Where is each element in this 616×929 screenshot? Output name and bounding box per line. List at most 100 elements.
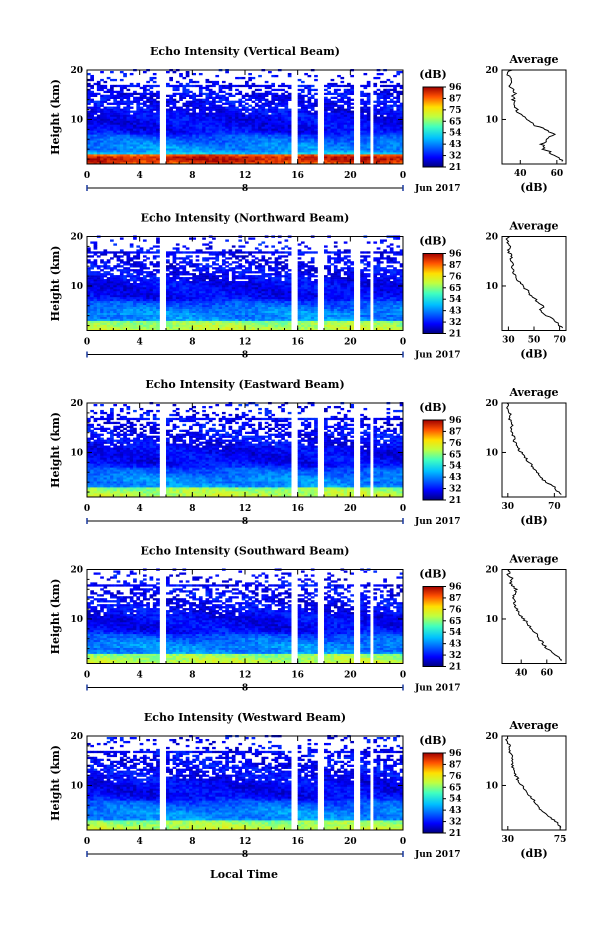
heatmap-cell <box>324 114 328 117</box>
heatmap-cell <box>189 102 193 105</box>
heatmap-cell <box>221 281 226 284</box>
heatmap-cell <box>238 251 243 254</box>
heatmap-cell <box>393 84 397 88</box>
heatmap-cell <box>277 104 282 107</box>
heatmap-cell <box>129 156 134 159</box>
heatmap-cell <box>258 150 262 153</box>
heatmap-cell <box>182 318 187 321</box>
heatmap-cell <box>136 102 141 105</box>
heatmap-cell <box>218 284 223 288</box>
heatmap-cell <box>142 316 147 319</box>
heatmap-cell <box>212 144 216 147</box>
heatmap-cell <box>274 108 279 111</box>
heatmap-cell <box>119 118 124 121</box>
heatmap-cell <box>340 138 345 141</box>
heatmap-cell <box>238 144 243 147</box>
heatmap-cell <box>271 144 276 147</box>
heatmap-cell <box>284 110 289 113</box>
heatmap-cell <box>347 114 351 117</box>
heatmap-cell <box>376 130 381 133</box>
heatmap-cell <box>90 74 94 78</box>
heatmap-cell <box>215 120 220 123</box>
heatmap-cell <box>166 156 170 159</box>
heatmap-cell <box>366 144 371 147</box>
heatmap-cell <box>221 116 226 119</box>
heatmap-cell <box>149 76 154 80</box>
heatmap-cell <box>113 318 118 321</box>
heatmap-cell <box>208 241 213 244</box>
heatmap-cell <box>205 136 210 139</box>
heatmap-cell <box>195 106 200 109</box>
heatmap-cell <box>343 154 348 157</box>
heatmap-cell <box>399 144 404 147</box>
heatmap-cell <box>103 281 108 284</box>
heatmap-cell <box>366 150 371 153</box>
heatmap-cell <box>129 72 134 76</box>
heatmap-cell <box>208 324 213 327</box>
heatmap-cell <box>258 154 262 157</box>
heatmap-cell <box>340 128 345 131</box>
heatmap-cell <box>215 251 220 254</box>
heatmap-cell <box>195 126 200 129</box>
heatmap-cell <box>399 124 404 127</box>
heatmap-cell <box>235 312 239 315</box>
heatmap-cell <box>93 100 98 103</box>
heatmap-cell <box>297 112 302 115</box>
heatmap-cell <box>142 124 147 127</box>
heatmap-cell <box>231 302 236 306</box>
heatmap-cell <box>119 308 124 312</box>
heatmap-cell <box>179 142 183 145</box>
heatmap-cell <box>166 100 170 103</box>
heatmap-cell <box>379 120 384 123</box>
heatmap-cell <box>258 126 262 129</box>
heatmap-cell <box>129 310 134 313</box>
heatmap-cell <box>235 144 239 147</box>
heatmap-cell <box>218 281 223 284</box>
heatmap-cell <box>386 158 391 161</box>
heatmap-cell <box>136 152 141 155</box>
heatmap-cell <box>169 128 173 131</box>
heatmap-cell <box>225 273 229 276</box>
heatmap-cell <box>133 96 137 99</box>
heatmap-cell <box>93 122 98 125</box>
heatmap-cell <box>119 286 124 290</box>
heatmap-cell <box>123 302 127 306</box>
heatmap-cell <box>133 126 137 129</box>
heatmap-cell <box>221 277 226 280</box>
heatmap-cell <box>192 110 197 113</box>
heatmap-cell <box>202 144 206 147</box>
heatmap-cell <box>195 142 200 145</box>
heatmap-cell <box>142 126 147 129</box>
heatmap-cell <box>126 318 131 321</box>
heatmap-cell <box>254 118 259 121</box>
heatmap-cell <box>268 118 272 121</box>
heatmap-cell <box>126 308 131 312</box>
heatmap-cell <box>87 298 91 302</box>
heatmap-cell <box>379 138 384 141</box>
heatmap-cell <box>228 124 233 127</box>
heatmap-cell <box>396 108 401 111</box>
heatmap-cell <box>142 134 147 137</box>
heatmap-cell <box>212 237 216 240</box>
heatmap-cell <box>274 110 279 113</box>
heatmap-cell <box>221 134 226 137</box>
heatmap-cell <box>172 112 177 115</box>
heatmap-cell <box>198 324 203 327</box>
heatmap-cell <box>149 263 154 266</box>
heatmap-cell <box>264 130 269 133</box>
heatmap-cell <box>228 120 233 123</box>
heatmap-cell <box>119 237 124 240</box>
heatmap-cell <box>152 98 157 101</box>
heatmap-cell <box>231 120 236 123</box>
heatmap-cell <box>330 144 335 147</box>
heatmap-cell <box>340 150 345 153</box>
heatmap-cell <box>90 130 94 133</box>
heatmap-cell <box>93 290 98 294</box>
heatmap-cell <box>93 322 98 325</box>
heatmap-cell <box>383 140 387 143</box>
heatmap-cell <box>93 142 98 145</box>
heatmap-cell <box>363 110 368 113</box>
heatmap-cell <box>192 126 197 129</box>
heatmap-cell <box>192 292 197 296</box>
heatmap-cell <box>182 154 187 157</box>
